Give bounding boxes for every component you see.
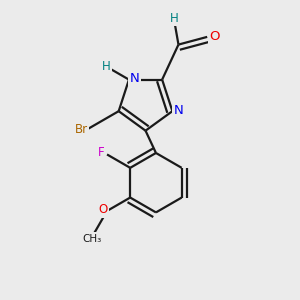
Text: H: H bbox=[101, 60, 110, 73]
Text: O: O bbox=[98, 203, 107, 216]
Text: F: F bbox=[98, 146, 104, 160]
Text: Br: Br bbox=[75, 122, 88, 136]
Text: N: N bbox=[174, 104, 184, 117]
Text: CH₃: CH₃ bbox=[82, 234, 102, 244]
Text: H: H bbox=[169, 12, 178, 25]
Text: O: O bbox=[209, 30, 220, 44]
Text: N: N bbox=[129, 72, 139, 85]
